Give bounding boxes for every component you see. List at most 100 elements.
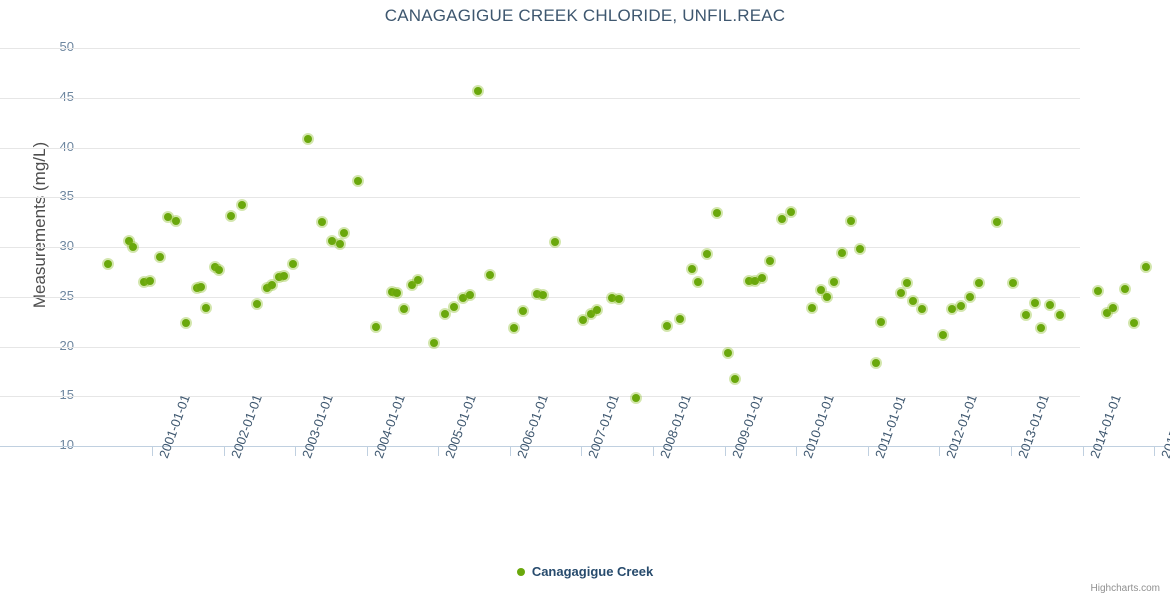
plot-area[interactable]: [84, 48, 1164, 446]
data-point[interactable]: [465, 290, 474, 299]
data-point[interactable]: [274, 272, 283, 281]
data-point[interactable]: [947, 304, 956, 313]
data-point[interactable]: [1109, 303, 1118, 312]
data-point[interactable]: [688, 264, 697, 273]
data-point[interactable]: [509, 323, 518, 332]
data-point[interactable]: [592, 305, 601, 314]
data-point[interactable]: [430, 338, 439, 347]
data-point[interactable]: [724, 349, 733, 358]
data-point[interactable]: [340, 229, 349, 238]
data-point[interactable]: [1046, 300, 1055, 309]
data-point[interactable]: [227, 212, 236, 221]
data-point[interactable]: [124, 237, 133, 246]
data-point[interactable]: [318, 218, 327, 227]
data-point[interactable]: [139, 277, 148, 286]
data-point[interactable]: [172, 217, 181, 226]
data-point[interactable]: [1130, 318, 1138, 327]
data-point[interactable]: [766, 256, 775, 265]
data-point[interactable]: [676, 314, 685, 323]
data-point[interactable]: [262, 283, 271, 292]
data-point[interactable]: [807, 303, 816, 312]
data-point[interactable]: [909, 296, 918, 305]
data-point[interactable]: [372, 322, 381, 331]
data-point[interactable]: [992, 218, 1001, 227]
data-point[interactable]: [252, 299, 261, 308]
data-point[interactable]: [712, 209, 721, 218]
data-point[interactable]: [279, 271, 288, 280]
data-point[interactable]: [304, 134, 313, 143]
data-point[interactable]: [551, 238, 560, 247]
data-point[interactable]: [1102, 308, 1111, 317]
data-point[interactable]: [441, 309, 450, 318]
data-point[interactable]: [449, 302, 458, 311]
data-point[interactable]: [777, 215, 786, 224]
data-point[interactable]: [877, 317, 886, 326]
data-point[interactable]: [1120, 284, 1129, 293]
data-point[interactable]: [903, 278, 912, 287]
data-point[interactable]: [855, 244, 864, 253]
data-point[interactable]: [751, 276, 760, 285]
data-point[interactable]: [393, 288, 402, 297]
data-point[interactable]: [103, 259, 112, 268]
data-point[interactable]: [607, 293, 616, 302]
data-point[interactable]: [631, 394, 640, 403]
data-point[interactable]: [837, 248, 846, 257]
data-point[interactable]: [1022, 310, 1031, 319]
data-point[interactable]: [956, 301, 965, 310]
data-point[interactable]: [267, 280, 276, 289]
data-point[interactable]: [182, 318, 191, 327]
data-point[interactable]: [786, 208, 795, 217]
data-point[interactable]: [388, 287, 397, 296]
data-point[interactable]: [1037, 323, 1046, 332]
data-point[interactable]: [354, 177, 363, 186]
data-point[interactable]: [1093, 286, 1102, 295]
data-point[interactable]: [757, 273, 766, 282]
data-point[interactable]: [197, 282, 206, 291]
data-point[interactable]: [1008, 278, 1017, 287]
data-point[interactable]: [164, 213, 173, 222]
data-point[interactable]: [202, 303, 211, 312]
data-point[interactable]: [328, 237, 337, 246]
data-point[interactable]: [694, 277, 703, 286]
data-point[interactable]: [579, 315, 588, 324]
data-point[interactable]: [846, 217, 855, 226]
data-point[interactable]: [1031, 298, 1040, 307]
highcharts-credits[interactable]: Highcharts.com: [1090, 583, 1160, 594]
data-point[interactable]: [519, 306, 528, 315]
data-point[interactable]: [939, 330, 948, 339]
data-point[interactable]: [730, 375, 739, 384]
data-point[interactable]: [193, 283, 202, 292]
chart-legend[interactable]: Canagagigue Creek: [0, 563, 1170, 579]
data-point[interactable]: [539, 290, 548, 299]
data-point[interactable]: [1055, 310, 1064, 319]
legend-item-label[interactable]: Canagagigue Creek: [531, 564, 654, 580]
data-point[interactable]: [587, 309, 596, 318]
data-point[interactable]: [215, 265, 224, 274]
data-point[interactable]: [745, 276, 754, 285]
data-point[interactable]: [1141, 262, 1150, 271]
data-point[interactable]: [473, 86, 482, 95]
data-point[interactable]: [662, 321, 671, 330]
data-point[interactable]: [458, 293, 467, 302]
data-point[interactable]: [485, 270, 494, 279]
data-point[interactable]: [816, 285, 825, 294]
data-point[interactable]: [408, 280, 417, 289]
data-point[interactable]: [918, 304, 927, 313]
data-point[interactable]: [414, 275, 423, 284]
data-point[interactable]: [533, 289, 542, 298]
data-point[interactable]: [703, 249, 712, 258]
data-point[interactable]: [829, 277, 838, 286]
data-point[interactable]: [822, 292, 831, 301]
data-point[interactable]: [336, 240, 345, 248]
data-point[interactable]: [128, 243, 137, 251]
data-point[interactable]: [871, 359, 880, 368]
data-point[interactable]: [897, 288, 906, 297]
data-point[interactable]: [400, 304, 409, 313]
data-point[interactable]: [965, 292, 974, 301]
data-point[interactable]: [614, 294, 623, 303]
data-point[interactable]: [974, 278, 983, 287]
data-point[interactable]: [288, 259, 297, 268]
data-point[interactable]: [145, 276, 154, 285]
data-point[interactable]: [155, 252, 164, 261]
data-point[interactable]: [237, 201, 246, 210]
